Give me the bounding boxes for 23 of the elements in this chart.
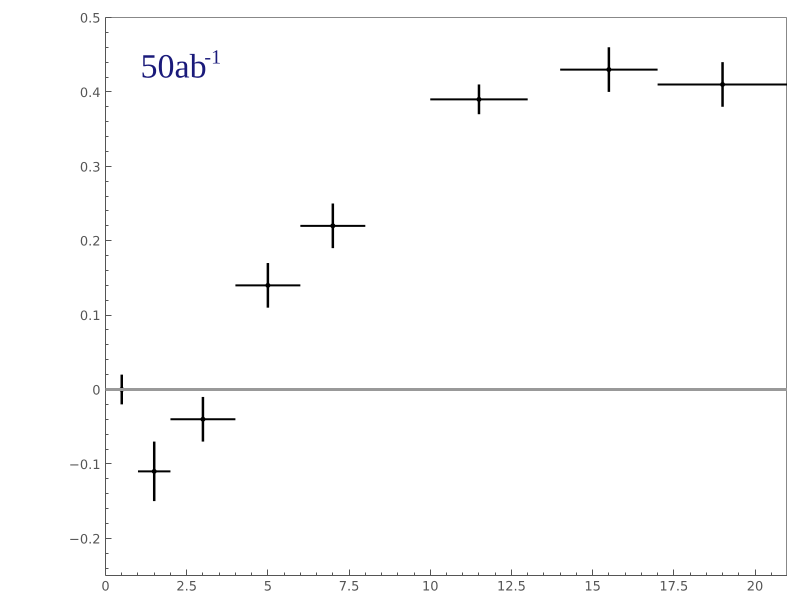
x-tick-label: 5 — [264, 580, 272, 594]
point — [330, 223, 336, 228]
y-tick-label: 0 — [92, 384, 101, 398]
x-tick-label: 15 — [584, 580, 601, 594]
y-tick-label: 0.3 — [80, 160, 101, 176]
y-tick-label: 0.5 — [80, 12, 101, 26]
point — [265, 282, 270, 288]
point — [152, 468, 157, 474]
y-tick-label: 0.1 — [80, 309, 101, 324]
y-tick-label: 0.4 — [80, 86, 101, 101]
x-tick-label: 10 — [422, 580, 439, 594]
x-tick-label: 17.5 — [659, 580, 688, 594]
x-tick-label: 7.5 — [338, 580, 360, 594]
x-tick-label: 2.5 — [176, 580, 198, 594]
point — [200, 416, 206, 422]
y-tick-label: −0.2 — [68, 532, 101, 548]
point — [476, 96, 482, 102]
point — [720, 82, 726, 87]
y-tick-label: −0.1 — [68, 458, 101, 473]
y-tick-label: 0.2 — [80, 234, 101, 250]
x-tick-label: 12.5 — [496, 580, 526, 594]
x-tick-label: 20 — [746, 580, 764, 594]
point — [606, 67, 612, 72]
